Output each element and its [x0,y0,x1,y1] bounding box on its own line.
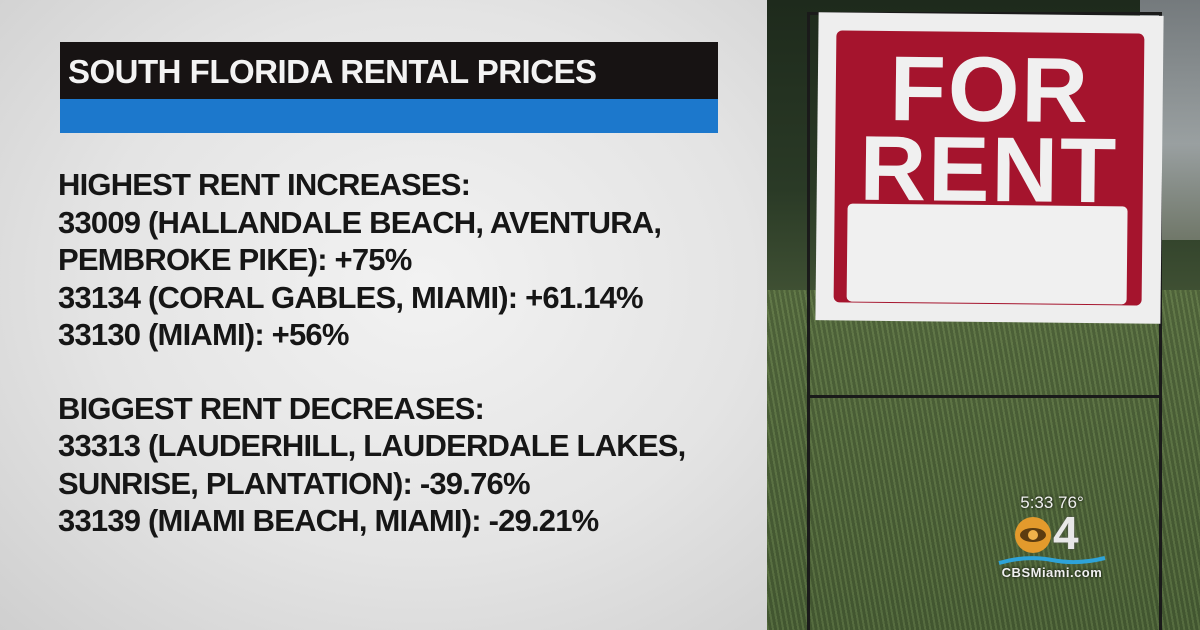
wave-icon [998,556,1106,565]
decreases-heading: BIGGEST RENT DECREASES: [58,390,485,426]
title-bar: SOUTH FLORIDA RENTAL PRICES [60,42,718,99]
rent-list: HIGHEST RENT INCREASES: 33009 (HALLANDAL… [58,166,758,540]
station-bug: 5:33 76° 4 CBSMiami.com [997,493,1107,580]
increases-heading: HIGHEST RENT INCREASES: [58,167,471,202]
list-item: 33139 (MIAMI BEACH, MIAMI): -29.21% [58,503,599,538]
graphic-panel: SOUTH FLORIDA RENTAL PRICES HIGHEST RENT… [0,0,767,630]
list-item: PEMBROKE PIKE): +75% [58,242,412,277]
grass-lawn [767,290,1200,630]
list-item: 33009 (HALLANDALE BEACH, AVENTURA, [58,204,662,240]
sign-blank-area [846,203,1128,305]
list-item: 33313 (LAUDERHILL, LAUDERDALE LAKES, [58,428,686,463]
section-gap [58,354,758,390]
cbs-eye-icon [1015,517,1051,553]
sign-wire-frame-crossbar [809,395,1159,398]
accent-bar [60,99,718,133]
sign-wire-frame-right [1159,12,1162,630]
time-temperature: 5:33 76° [1020,493,1084,512]
sign-wire-frame-left [807,12,810,630]
channel-number: 4 [1053,507,1079,559]
list-item: 33130 (MIAMI): +56% [58,317,349,352]
photo-panel: FOR RENT 5:33 76° 4 CBSMiami.com [767,0,1200,630]
list-item: SUNRISE, PLANTATION): -39.76% [58,465,531,501]
for-rent-sign: FOR RENT [815,12,1164,324]
graphic-title: SOUTH FLORIDA RENTAL PRICES [68,53,597,90]
list-item: 33134 (CORAL GABLES, MIAMI): +61.14% [58,279,644,315]
sign-red-panel: FOR RENT [833,30,1145,306]
station-website: CBSMiami.com [1001,565,1103,580]
cbs4-logo: 4 [997,509,1107,565]
